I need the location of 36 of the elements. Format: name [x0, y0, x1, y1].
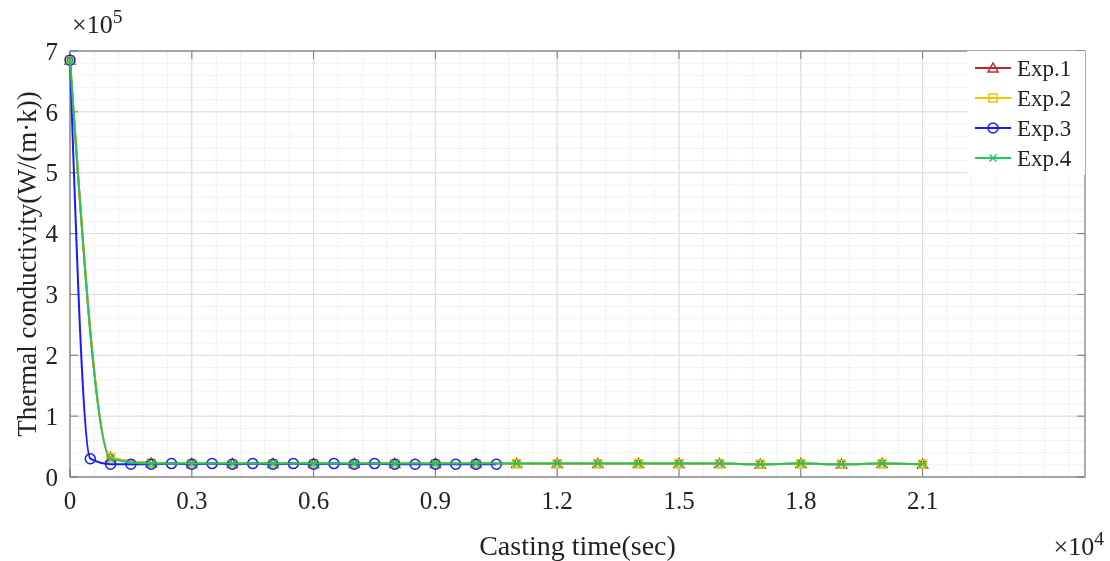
point	[206, 457, 218, 470]
x-tick-label: 2.1	[906, 487, 939, 514]
point	[368, 457, 381, 470]
y-axis-title: Thermal conductivity(W/(m·k))	[12, 91, 42, 437]
y-tick-label: 0	[45, 463, 58, 491]
x-tick-label: 1.2	[541, 487, 573, 514]
x-tick-label: 0.3	[176, 487, 208, 514]
point	[409, 458, 421, 470]
point	[328, 457, 340, 470]
point	[84, 452, 97, 465]
legend-label: Exp.2	[1017, 86, 1072, 112]
x-tick-label: 1.8	[785, 487, 817, 514]
point	[449, 458, 462, 470]
legend-label: Exp.4	[1017, 146, 1072, 172]
y-tick-label: 3	[45, 281, 58, 309]
point	[287, 457, 300, 470]
y-tick-label: 1	[45, 402, 58, 430]
x-tick-label: 0.6	[297, 487, 330, 514]
x-tick-label: 1.5	[663, 487, 695, 514]
x-tick-label: 0	[63, 487, 77, 514]
y-tick-label: 7	[45, 37, 58, 65]
text: ×10$^{4}$	[1053, 527, 1105, 561]
point	[490, 458, 503, 470]
point	[165, 457, 178, 470]
y-tick-label: 6	[45, 98, 58, 126]
y-tick-label: 2	[45, 342, 58, 370]
legend-label: Exp.3	[1017, 116, 1072, 142]
x-tick-label: 0.9	[419, 487, 452, 514]
y-tick-label: 5	[45, 159, 58, 187]
x-axis-title: Casting time(sec)	[479, 530, 676, 561]
point	[125, 458, 137, 470]
text: ×10$^{5}$	[72, 5, 123, 39]
point	[104, 458, 117, 470]
y-tick-label: 4	[45, 220, 59, 248]
legend-label: Exp.1	[1017, 56, 1072, 82]
point	[246, 457, 259, 470]
